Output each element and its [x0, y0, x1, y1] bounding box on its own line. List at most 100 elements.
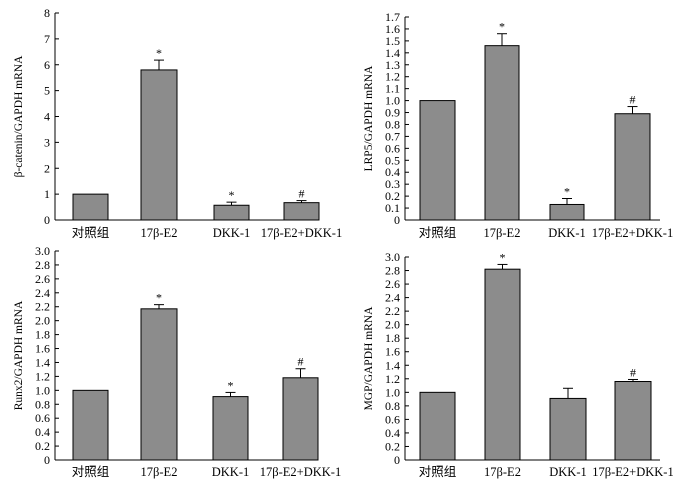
y-axis-label: β-catenin/GAPDH mRNA	[13, 55, 25, 177]
category-label: 17β-E2+DKK-1	[260, 465, 341, 479]
y-tick-label: 5	[44, 84, 50, 98]
y-tick-label: 1.4	[385, 46, 400, 60]
y-tick-label: 2.8	[385, 264, 400, 278]
y-tick-label: 2.8	[35, 258, 50, 272]
y-tick-label: 2.4	[385, 291, 400, 305]
y-tick-label: 8	[44, 6, 50, 20]
y-tick-label: 1.6	[35, 342, 50, 356]
significance-marker: *	[499, 20, 505, 34]
y-tick-label: 0	[394, 213, 400, 227]
y-tick-label: 1.5	[385, 34, 400, 48]
bar	[419, 100, 456, 221]
y-tick-label: 0.1	[385, 201, 400, 215]
y-tick-label: 0.6	[35, 411, 50, 425]
y-tick-label: 1.6	[385, 345, 400, 359]
chart-2: 00.10.20.30.40.50.60.70.80.91.01.11.21.3…	[363, 10, 673, 240]
y-tick-label: 0	[44, 213, 50, 227]
significance-marker: #	[630, 365, 636, 379]
y-tick-label: 1.4	[35, 355, 50, 369]
bar	[484, 45, 520, 221]
y-tick-label: 0.4	[385, 165, 400, 179]
significance-marker: #	[298, 355, 304, 369]
y-axis-label: LRP5/GAPDH mRNA	[363, 65, 375, 171]
significance-marker: #	[630, 93, 636, 107]
significance-marker: *	[500, 250, 506, 264]
y-tick-label: 2.6	[35, 272, 50, 286]
y-tick-label: 1	[44, 187, 50, 201]
bar	[614, 113, 651, 221]
category-label: 17β-E2+DKK-1	[261, 226, 342, 240]
y-tick-label: 1.8	[35, 328, 50, 342]
y-tick-label: 1.2	[35, 369, 50, 383]
category-label: 17β-E2+DKK-1	[592, 465, 673, 479]
y-tick-label: 0.6	[385, 412, 400, 426]
bar	[213, 204, 250, 221]
significance-marker: *	[229, 188, 235, 202]
bar	[282, 377, 319, 461]
y-tick-label: 2.4	[35, 286, 50, 300]
chart-3: 00.20.40.60.81.01.21.41.61.82.02.22.42.6…	[13, 244, 341, 479]
y-tick-label: 2.2	[385, 304, 400, 318]
significance-marker: *	[228, 378, 234, 392]
y-tick-label: 1.6	[385, 22, 400, 36]
category-label: 对照组	[419, 226, 457, 240]
y-tick-label: 0.2	[385, 189, 400, 203]
category-label: DKK-1	[212, 465, 250, 479]
y-tick-label: 0.8	[385, 399, 400, 413]
chart-1: 0 1 2 3 4 5 6 7 8 β-catenin/GAPDH mRNA 对照组 * 17β-E2 *…	[13, 6, 342, 240]
bar	[140, 308, 178, 461]
category-label: DKK-1	[213, 226, 251, 240]
y-tick-label: 0.8	[385, 117, 400, 131]
bar	[614, 381, 652, 461]
y-tick-label: 0.3	[385, 177, 400, 191]
category-label: 对照组	[72, 465, 110, 479]
bar	[484, 268, 521, 461]
category-label: 对照组	[72, 226, 110, 240]
y-tick-label: 1.3	[385, 58, 400, 72]
y-tick-label: 0.2	[385, 439, 400, 453]
category-label: 对照组	[419, 465, 457, 479]
y-tick-label: 3	[44, 135, 50, 149]
significance-marker: *	[156, 291, 162, 305]
y-tick-label: 3.0	[385, 250, 400, 264]
y-tick-label: 0.4	[385, 426, 400, 440]
y-tick-label: 2.6	[385, 277, 400, 291]
y-tick-label: 7	[44, 32, 50, 46]
category-label: 17β-E2	[484, 465, 521, 479]
significance-marker: *	[156, 46, 162, 60]
y-tick-label: 2.2	[35, 300, 50, 314]
category-label: DKK-1	[548, 226, 586, 240]
bar	[419, 391, 456, 461]
y-tick-label: 0.9	[385, 106, 400, 120]
y-tick-label: 1.4	[385, 358, 400, 372]
bar	[212, 396, 249, 461]
chart-4: 00.20.40.60.81.01.21.41.61.82.02.22.42.6…	[363, 250, 674, 479]
category-label: 17β-E2	[141, 465, 178, 479]
significance-marker: *	[564, 185, 570, 199]
y-tick-label: 2.0	[385, 318, 400, 332]
y-tick-label: 2.0	[35, 314, 50, 328]
y-axis-label: MGP/GAPDH mRNA	[363, 306, 375, 411]
y-tick-label: 0	[394, 453, 400, 467]
y-tick-label: 3.0	[35, 244, 50, 258]
significance-marker: #	[299, 187, 305, 201]
y-tick-label: 0.8	[35, 397, 50, 411]
category-label: 17β-E2	[484, 226, 521, 240]
bar	[72, 193, 109, 221]
y-tick-label: 1.8	[385, 331, 400, 345]
y-tick-label: 1.0	[35, 383, 50, 397]
y-tick-label: 6	[44, 58, 50, 72]
y-tick-label: 4	[44, 110, 50, 124]
y-tick-label: 1.0	[385, 385, 400, 399]
y-tick-label: 1.1	[385, 82, 400, 96]
y-tick-label: 1.7	[385, 10, 400, 24]
bar	[549, 397, 587, 461]
y-tick-label: 2	[44, 161, 50, 175]
y-tick-label: 1.2	[385, 372, 400, 386]
category-label: 17β-E2	[141, 226, 178, 240]
category-label: 17β-E2+DKK-1	[592, 226, 673, 240]
y-tick-label: 0.7	[385, 129, 400, 143]
bar	[549, 203, 585, 221]
y-tick-label: 0.6	[385, 141, 400, 155]
